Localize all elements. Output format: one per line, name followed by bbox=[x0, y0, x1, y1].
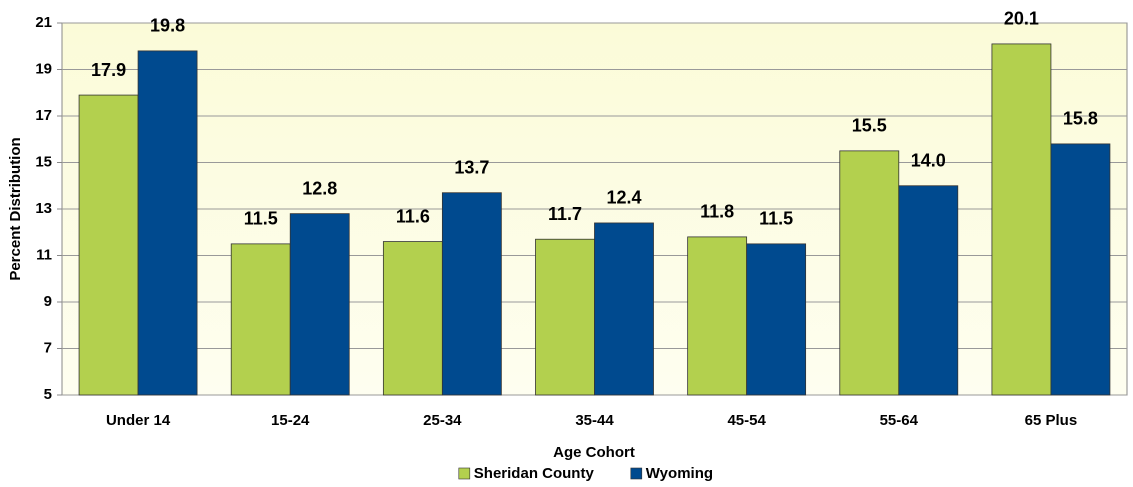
bar bbox=[289, 213, 350, 396]
bar bbox=[382, 241, 443, 396]
value-label: 19.8 bbox=[150, 16, 185, 36]
y-tick-label: 13 bbox=[35, 200, 52, 217]
y-tick-label: 7 bbox=[44, 339, 52, 356]
y-tick-label: 17 bbox=[35, 107, 52, 124]
value-label: 11.6 bbox=[396, 206, 430, 226]
y-tick-label: 15 bbox=[35, 153, 52, 170]
bar bbox=[839, 150, 900, 396]
y-axis-title: Percent Distribution bbox=[7, 137, 24, 280]
y-tick-label: 19 bbox=[35, 60, 52, 77]
bar bbox=[441, 192, 502, 396]
y-tick-label: 9 bbox=[44, 293, 52, 310]
x-tick-label: 55-64 bbox=[880, 412, 919, 429]
value-label: 11.7 bbox=[548, 204, 582, 224]
x-tick-label: Under 14 bbox=[106, 412, 171, 429]
bar bbox=[78, 94, 139, 396]
y-tick-label: 21 bbox=[35, 14, 52, 31]
value-label: 17.9 bbox=[91, 60, 126, 80]
chart-layer: 5 7 9 11 13 15 17 19 21 Under 14 17.9 19.8 15-24 11.5… bbox=[35, 9, 1127, 482]
value-label: 15.5 bbox=[852, 116, 887, 136]
value-label: 12.4 bbox=[606, 188, 641, 208]
x-tick-label: 35-44 bbox=[575, 412, 614, 429]
value-label: 15.8 bbox=[1063, 109, 1098, 129]
y-tick-label: 5 bbox=[44, 386, 52, 403]
bar bbox=[898, 185, 959, 396]
value-label: 11.5 bbox=[759, 209, 793, 229]
value-label: 11.8 bbox=[700, 202, 734, 222]
bar bbox=[230, 243, 291, 396]
bar bbox=[137, 50, 198, 396]
bar bbox=[594, 222, 654, 396]
legend-swatch bbox=[630, 467, 643, 480]
bar bbox=[746, 243, 807, 396]
bar bbox=[687, 236, 748, 396]
legend-swatch bbox=[458, 467, 471, 480]
value-label: 14.0 bbox=[911, 151, 946, 171]
legend-label: Sheridan County bbox=[474, 465, 595, 482]
legend-label: Wyoming bbox=[646, 465, 713, 482]
y-tick-label: 11 bbox=[36, 246, 52, 263]
value-label: 13.7 bbox=[454, 157, 489, 177]
value-label: 12.8 bbox=[302, 178, 337, 198]
bar bbox=[991, 43, 1052, 396]
x-axis-title: Age Cohort bbox=[553, 444, 635, 461]
x-tick-label: 65 Plus bbox=[1025, 412, 1078, 429]
value-label: 20.1 bbox=[1004, 9, 1039, 29]
x-tick-label: 15-24 bbox=[271, 412, 310, 429]
x-tick-label: 25-34 bbox=[423, 412, 462, 429]
bar bbox=[535, 238, 595, 396]
value-label: 11.5 bbox=[244, 209, 278, 229]
x-tick-label: 45-54 bbox=[727, 412, 766, 429]
bar bbox=[1050, 143, 1111, 396]
